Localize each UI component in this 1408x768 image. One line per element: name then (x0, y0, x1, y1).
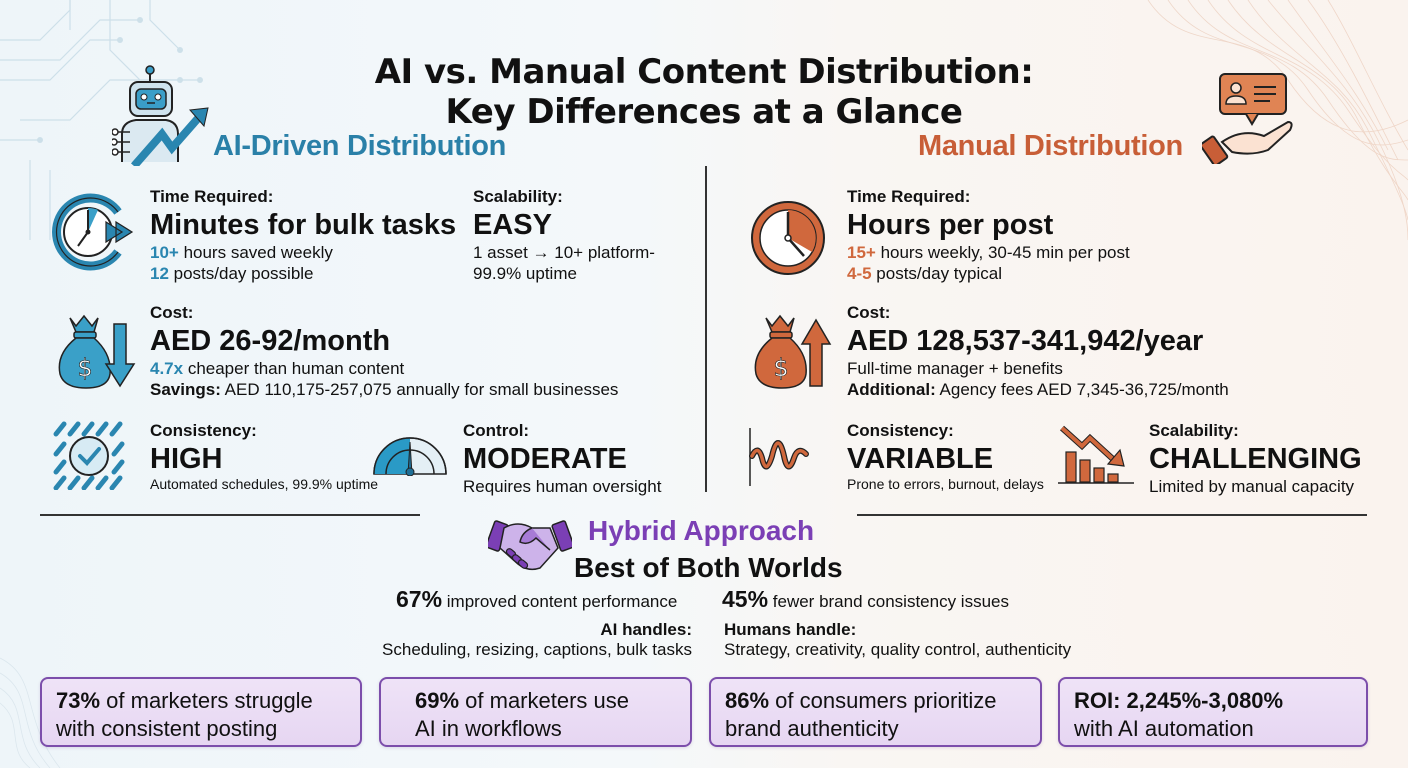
ai-scalability-block: Scalability: EASY 1 asset → 10+ platform… (473, 186, 655, 284)
robot-growth-icon (112, 65, 209, 166)
ai-consistency-block: Consistency: HIGH Automated schedules, 9… (150, 420, 378, 492)
manual-cost-block: Cost: AED 128,537-341,942/year Full-time… (847, 302, 1229, 400)
gauge-icon (373, 437, 447, 476)
humans-handle-label: Humans handle: (724, 620, 857, 639)
manual-time-block: Time Required: Hours per post 15+ hours … (847, 186, 1130, 284)
hybrid-title: Hybrid Approach (588, 515, 815, 546)
manual-cost-line2: Additional: Agency fees AED 7,345-36,725… (847, 380, 1229, 399)
ai-scalability-value: EASY (473, 209, 552, 241)
svg-text:$: $ (77, 354, 92, 382)
svg-text:$: $ (773, 354, 788, 382)
ai-consistency-label: Consistency: (150, 421, 257, 440)
ai-handles-label: AI handles: (600, 620, 692, 639)
manual-section-title: Manual Distribution (918, 130, 1183, 162)
stat-card-ai-workflows: 69% of marketers use AI in workflows (379, 677, 692, 747)
check-pattern-icon (53, 421, 125, 490)
wave-icon (749, 428, 809, 486)
main-title: AI vs. Manual Content Distribution: Key … (0, 52, 1408, 132)
horizontal-divider-right (857, 514, 1367, 516)
wave-lines-bottom-left-decoration (0, 657, 61, 768)
manual-consistency-desc: Prone to errors, burnout, delays (847, 476, 1044, 492)
manual-scalability-block: Scalability: CHALLENGING Limited by manu… (1149, 420, 1362, 497)
clock-fast-forward-icon (52, 193, 134, 271)
ai-cost-line2: Savings: AED 110,175-257,075 annually fo… (150, 380, 619, 399)
manual-cost-value: AED 128,537-341,942/year (847, 325, 1204, 357)
hybrid-humans-handle: Humans handle: Strategy, creativity, qua… (724, 620, 1144, 660)
hybrid-stat-performance: 67% improved content performance (396, 586, 678, 612)
ai-cost-block: Cost: AED 26-92/month 4.7x cheaper than … (150, 302, 618, 400)
ai-consistency-value: HIGH (150, 443, 223, 475)
stat-card-roi: ROI: 2,245%-3,080% with AI automation (1058, 677, 1368, 747)
manual-consistency-label: Consistency: (847, 421, 954, 440)
clock-icon (751, 201, 825, 275)
ai-control-desc: Requires human oversight (463, 477, 662, 496)
handshake-icon (488, 520, 572, 571)
manual-consistency-block: Consistency: VARIABLE Prone to errors, b… (847, 420, 1044, 492)
stat-card-consistent-posting: 73% of marketers struggle with consisten… (40, 677, 362, 747)
ai-control-label: Control: (463, 421, 530, 440)
ai-cost-value: AED 26-92/month (150, 325, 391, 357)
ai-consistency-desc: Automated schedules, 99.9% uptime (150, 476, 379, 492)
ai-scalability-line2: 99.9% uptime (473, 264, 577, 283)
ai-time-line1: 10+ hours saved weekly (150, 243, 333, 262)
manual-time-line1: 15+ hours weekly, 30-45 min per post (847, 243, 1130, 262)
manual-time-value: Hours per post (847, 209, 1054, 241)
manual-time-line2: 4-5 posts/day typical (847, 264, 1002, 283)
ai-control-block: Control: MODERATE Requires human oversig… (463, 420, 661, 497)
hybrid-stat-consistency: 45% fewer brand consistency issues (722, 586, 1009, 612)
humans-handle-text: Strategy, creativity, quality control, a… (724, 640, 1072, 659)
ai-time-line2: 12 posts/day possible (150, 264, 314, 283)
manual-scalability-label: Scalability: (1149, 421, 1239, 440)
ai-time-value: Minutes for bulk tasks (150, 209, 457, 241)
stat-card-brand-authenticity: 86% of consumers prioritize brand authen… (709, 677, 1042, 747)
manual-cost-line1: Full-time manager + benefits (847, 359, 1063, 378)
manual-consistency-value: VARIABLE (847, 443, 994, 475)
manual-cost-label: Cost: (847, 303, 891, 322)
ai-handles-text: Scheduling, resizing, captions, bulk tas… (382, 640, 692, 659)
hybrid-subtitle: Best of Both Worlds (574, 552, 843, 583)
manual-scalability-desc: Limited by manual capacity (1149, 477, 1355, 496)
manual-time-label: Time Required: (847, 187, 971, 206)
circuit-background-decoration (0, 0, 203, 240)
money-bag-down-icon: $ (58, 314, 136, 389)
wave-lines-background-decoration (1147, 0, 1408, 241)
vertical-divider (705, 166, 707, 492)
main-title-line2: Key Differences at a Glance (445, 92, 963, 132)
hybrid-ai-handles: AI handles: Scheduling, resizing, captio… (340, 620, 692, 660)
ai-cost-label: Cost: (150, 303, 194, 322)
money-bag-up-icon: $ (754, 314, 832, 389)
ai-scalability-label: Scalability: (473, 187, 563, 206)
hand-profile-card-icon (1202, 73, 1293, 164)
horizontal-divider-left (40, 514, 420, 516)
ai-time-label: Time Required: (150, 187, 274, 206)
ai-control-value: MODERATE (463, 443, 627, 475)
ai-cost-line1: 4.7x cheaper than human content (150, 359, 405, 378)
main-title-line1: AI vs. Manual Content Distribution: (374, 52, 1034, 92)
ai-scalability-line1: 1 asset → 10+ platform- (473, 243, 655, 262)
declining-bars-icon (1058, 425, 1134, 484)
ai-time-block: Time Required: Minutes for bulk tasks 10… (150, 186, 456, 284)
manual-scalability-value: CHALLENGING (1149, 443, 1362, 475)
ai-section-title: AI-Driven Distribution (213, 130, 507, 162)
